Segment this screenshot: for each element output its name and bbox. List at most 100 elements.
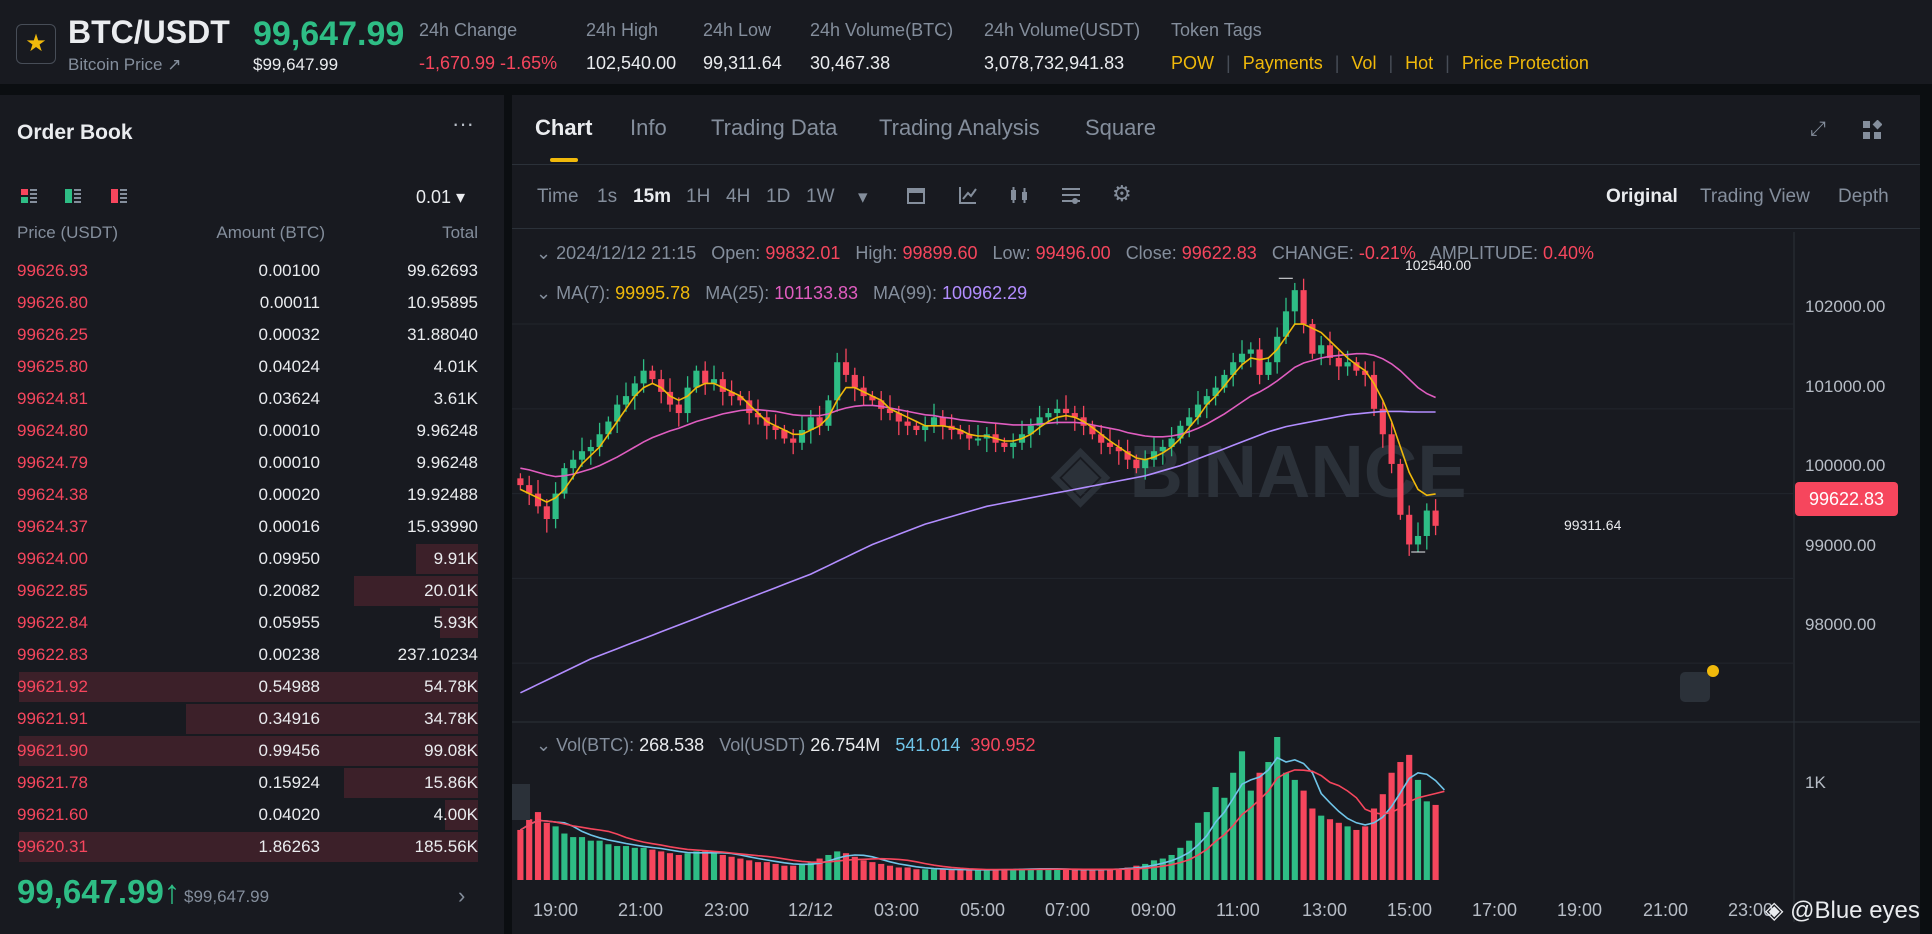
view-original[interactable]: Original: [1606, 186, 1678, 207]
candle: [1326, 345, 1334, 358]
tag-payments[interactable]: Payments: [1214, 53, 1323, 74]
interval-time[interactable]: Time: [537, 186, 579, 207]
gear-icon[interactable]: ⚙: [1112, 181, 1132, 206]
candle-type-icon[interactable]: [1008, 185, 1030, 205]
order-book-row[interactable]: 99621.92 0.54988 54.78K: [0, 671, 494, 703]
candle: [702, 370, 709, 384]
favorite-star-icon[interactable]: ★: [16, 24, 56, 64]
row-amount: 0.04020: [258, 805, 320, 824]
tab-chart[interactable]: Chart: [535, 115, 593, 140]
volume-bar: [596, 840, 603, 880]
candle: [878, 400, 885, 409]
order-book-row[interactable]: 99625.80 0.04024 4.01K: [0, 351, 494, 383]
order-book-row[interactable]: 99621.78 0.15924 15.86K: [0, 767, 494, 799]
candle: [869, 396, 876, 401]
coin-price-link[interactable]: Bitcoin Price ↗: [68, 55, 182, 74]
order-book-row[interactable]: 99624.37 0.00016 15.93990: [0, 511, 494, 543]
tab-trading-analysis[interactable]: Trading Analysis: [879, 115, 1040, 140]
y-tick-label: 100000.00: [1805, 456, 1886, 475]
candle: [622, 396, 630, 405]
interval-1d[interactable]: 1D: [766, 186, 791, 207]
row-total: 9.96248: [416, 421, 478, 440]
vol-tick-label: 1K: [1805, 773, 1826, 792]
order-book-row[interactable]: 99624.00 0.09950 9.91K: [0, 543, 494, 575]
settings-list-icon[interactable]: [1060, 185, 1082, 205]
interval-1w[interactable]: 1W: [806, 186, 835, 207]
book-both-icon[interactable]: [20, 187, 38, 205]
candle: [1414, 535, 1422, 545]
interval-15m[interactable]: 15m: [633, 186, 672, 207]
order-book-row[interactable]: 99626.80 0.00011 10.95895: [0, 287, 494, 319]
collapse-handle[interactable]: [512, 784, 530, 820]
order-book-row[interactable]: 99624.81 0.03624 3.61K: [0, 383, 494, 415]
volume-bar: [1142, 863, 1149, 880]
candle: [614, 404, 621, 422]
interval-dropdown-icon[interactable]: ▾: [858, 187, 868, 208]
candle: [1221, 374, 1228, 388]
tag-vol[interactable]: Vol: [1323, 53, 1376, 74]
candle: [1397, 463, 1404, 515]
order-book-row[interactable]: 99626.93 0.00100 99.62693: [0, 255, 494, 287]
interval-4h[interactable]: 4H: [726, 186, 751, 207]
tag-price-protection[interactable]: Price Protection: [1433, 53, 1589, 74]
volume-bar: [1133, 865, 1140, 880]
stat-24h-change: 24h Change -1,670.99 -1.65%: [419, 20, 558, 73]
price-chart[interactable]: ◈ BINANCE: [512, 232, 1920, 922]
tab-trading-data[interactable]: Trading Data: [711, 115, 838, 140]
indicator-icon[interactable]: [958, 185, 978, 205]
interval-1h[interactable]: 1H: [686, 186, 711, 207]
volume-bar: [1159, 858, 1166, 880]
book-bids-icon[interactable]: [64, 187, 82, 205]
view-depth[interactable]: Depth: [1838, 186, 1889, 207]
candle: [1054, 408, 1061, 414]
order-book-row[interactable]: 99621.90 0.99456 99.08K: [0, 735, 494, 767]
candle: [719, 379, 726, 392]
order-book-row[interactable]: 99624.79 0.00010 9.96248: [0, 447, 494, 479]
candle: [1062, 408, 1070, 414]
row-amount: 0.05955: [258, 613, 320, 632]
order-book-row[interactable]: 99621.91 0.34916 34.78K: [0, 703, 494, 735]
candle: [913, 425, 920, 431]
view-trading-view[interactable]: Trading View: [1700, 186, 1810, 207]
layout-grid-icon[interactable]: [1862, 120, 1882, 140]
notification-dot: [1707, 665, 1719, 677]
more-options-icon[interactable]: ···: [452, 111, 474, 136]
order-book-row[interactable]: 99620.31 1.86263 185.56K: [0, 831, 494, 863]
order-book-row[interactable]: 99622.85 0.20082 20.01K: [0, 575, 494, 607]
volume-bar: [1115, 868, 1122, 880]
tab-square[interactable]: Square: [1085, 115, 1156, 140]
interval-1s[interactable]: 1s: [597, 186, 618, 207]
tag-pow[interactable]: POW: [1171, 53, 1214, 73]
order-book-row[interactable]: 99624.38 0.00020 19.92488: [0, 479, 494, 511]
candle: [1291, 290, 1298, 312]
candle: [1318, 345, 1325, 354]
candle: [1256, 349, 1263, 375]
volume-bar: [781, 865, 788, 880]
volume-bar: [702, 851, 709, 880]
order-book-row[interactable]: 99622.84 0.05955 5.93K: [0, 607, 494, 639]
fullscreen-icon[interactable]: ⤢: [1810, 118, 1826, 140]
order-book-row[interactable]: 99624.80 0.00010 9.96248: [0, 415, 494, 447]
volume-bar: [1177, 847, 1184, 880]
news-icon[interactable]: [1680, 672, 1710, 702]
order-book-row[interactable]: 99621.60 0.04020 4.00K: [0, 799, 494, 831]
precision-select[interactable]: 0.01 ▾: [416, 187, 466, 207]
tag-hot[interactable]: Hot: [1376, 53, 1433, 74]
order-book-row[interactable]: 99626.25 0.00032 31.88040: [0, 319, 494, 351]
candle: [930, 417, 938, 426]
candle: [1115, 446, 1122, 452]
volume-bar: [1326, 819, 1334, 880]
book-asks-icon[interactable]: [110, 187, 128, 205]
col-price-header: Price (USDT): [17, 223, 119, 242]
order-book-row[interactable]: 99622.83 0.00238 237.10234: [0, 639, 494, 671]
candle: [1212, 387, 1219, 397]
candle: [1159, 446, 1166, 452]
calendar-icon[interactable]: [906, 185, 926, 205]
x-tick-label: 21:00: [618, 900, 664, 920]
chevron-right-icon[interactable]: ›: [458, 883, 466, 908]
tab-info[interactable]: Info: [630, 115, 667, 140]
depth-bar: [444, 800, 478, 830]
ticker-header: ★ BTC/USDT Bitcoin Price ↗ 99,647.99 $99…: [0, 0, 1932, 84]
volume-bar: [737, 858, 744, 880]
volume-bar: [561, 833, 568, 880]
